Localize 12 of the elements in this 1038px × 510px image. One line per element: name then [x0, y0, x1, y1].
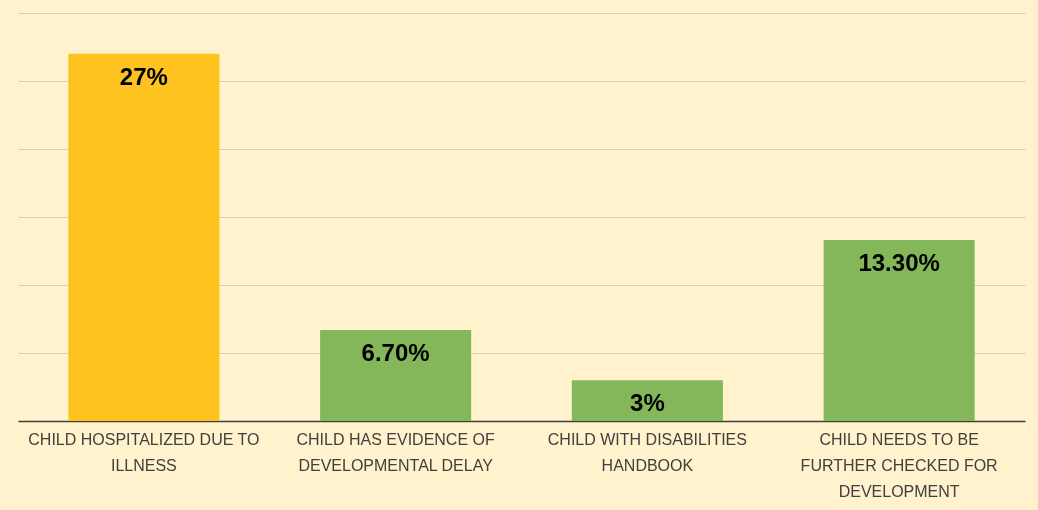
data-label: 3%: [630, 389, 665, 417]
x-tick-label: CHILD HAS EVIDENCE OF DEVELOPMENTAL DELAY: [296, 430, 495, 474]
x-tick-label: CHILD HOSPITALIZED DUE TO ILLNESS: [28, 430, 260, 474]
bar: [68, 53, 220, 421]
data-label: 27%: [119, 62, 168, 90]
bar: [571, 380, 723, 421]
x-tick-label: CHILD NEEDS TO BE FURTHER CHECKED FOR DEVELOPMENT: [800, 430, 998, 500]
bar: [320, 329, 472, 421]
bar: [823, 240, 975, 421]
data-label: 13.30%: [858, 249, 940, 277]
x-tick-label: CHILD WITH DISABILITIES HANDBOOK: [547, 430, 747, 474]
data-label: 6.70%: [361, 338, 430, 366]
